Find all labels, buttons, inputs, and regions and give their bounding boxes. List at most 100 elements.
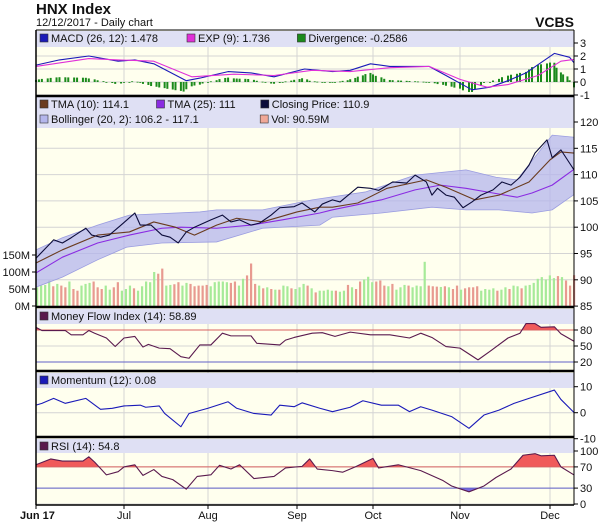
- volume-bar: [157, 273, 160, 306]
- volume-bar: [270, 289, 273, 306]
- volume-bar: [472, 287, 475, 306]
- volume-bar: [496, 290, 499, 306]
- divergence-bar: [380, 77, 383, 82]
- divergence-bar: [46, 78, 49, 82]
- volume-bar: [492, 288, 495, 306]
- divergence-bar: [73, 77, 76, 82]
- legend-label: Closing Price: 110.9: [272, 99, 370, 111]
- divergence-bar: [87, 78, 90, 82]
- divergence-bar: [328, 82, 331, 83]
- divergence-bar: [498, 78, 500, 82]
- volume-bar: [431, 286, 434, 306]
- divergence-bar: [462, 82, 464, 91]
- divergence-bar: [555, 67, 558, 82]
- divergence-bar: [174, 82, 177, 91]
- legend-swatch: [156, 99, 165, 109]
- divergence-bar: [397, 80, 400, 82]
- divergence-bar: [474, 82, 476, 89]
- divergence-bar: [428, 82, 431, 83]
- divergence-bar: [131, 81, 134, 83]
- volume-bar: [282, 285, 285, 306]
- y-tick-label: 2: [580, 51, 586, 63]
- x-tick-label: Sep: [287, 510, 307, 522]
- divergence-bar: [354, 77, 357, 82]
- legend-label: RSI (14): 54.8: [51, 441, 119, 453]
- divergence-bar: [450, 82, 453, 87]
- volume-bar: [520, 288, 523, 306]
- x-tick-label: Aug: [198, 510, 218, 522]
- divergence-bar: [298, 79, 301, 82]
- divergence-bar: [182, 82, 185, 92]
- exp-9-line: [35, 58, 575, 88]
- divergence-bar: [163, 82, 166, 89]
- volume-bar: [419, 286, 422, 306]
- x-tick-label: Jul: [117, 510, 131, 522]
- divergence-bar: [141, 82, 144, 84]
- divergence-bar: [339, 81, 342, 83]
- divergence-bar: [190, 82, 193, 87]
- y-tick-label: 115: [580, 143, 598, 155]
- divergence-bar: [546, 63, 548, 82]
- volume-bar: [447, 287, 451, 306]
- volume-bar: [258, 285, 261, 306]
- divergence-bar: [123, 82, 125, 83]
- y-tick-label: 1: [580, 64, 586, 76]
- volume-bar: [221, 281, 224, 306]
- divergence-bar: [346, 80, 349, 82]
- volume-bar: [484, 289, 487, 306]
- mfi-legend-band: [36, 309, 574, 324]
- closing-price-line: [35, 139, 575, 259]
- divergence-bar: [549, 62, 551, 82]
- divergence-bar: [468, 82, 470, 93]
- volume-bar: [60, 285, 63, 306]
- divergence-bar: [235, 78, 238, 82]
- divergence-bar: [136, 81, 139, 83]
- divergence-bar: [501, 77, 503, 82]
- divergence-bar: [84, 77, 87, 82]
- volume-bar: [512, 285, 515, 306]
- divergence-bar: [166, 82, 169, 89]
- volume-bar: [488, 289, 491, 306]
- legend-label: MACD (26, 12): 1.478: [51, 33, 158, 45]
- volume-bar: [439, 286, 442, 306]
- divergence-bar: [405, 80, 408, 82]
- x-tick-label: Dec: [540, 510, 560, 522]
- legend-swatch: [39, 311, 49, 321]
- y-tick-label: 120: [580, 117, 598, 129]
- volume-bar: [153, 272, 156, 306]
- divergence-bar: [207, 82, 209, 83]
- divergence-bar: [341, 80, 344, 82]
- divergence-bar: [422, 81, 425, 83]
- volume-bar: [136, 290, 140, 306]
- divergence-bar: [489, 82, 491, 83]
- y-tick-label: -10: [580, 434, 596, 446]
- volume-bar: [72, 289, 75, 306]
- volume-bar: [302, 283, 305, 306]
- divergence-bar: [37, 79, 40, 82]
- volume-bar: [249, 263, 253, 306]
- divergence-bar: [93, 79, 96, 82]
- volume-bar: [435, 286, 438, 306]
- divergence-bar: [349, 79, 352, 82]
- volume-bar: [330, 290, 333, 306]
- divergence-bar: [273, 82, 276, 84]
- volume-bar: [383, 285, 386, 306]
- divergence-bar: [290, 80, 293, 82]
- volume-bar: [500, 289, 503, 306]
- volume-bar: [403, 284, 406, 306]
- divergence-bar: [356, 76, 359, 82]
- volume-bar: [36, 287, 39, 306]
- divergence-bar: [247, 79, 250, 82]
- volume-bar: [342, 290, 346, 306]
- divergence-bar: [198, 82, 201, 85]
- legend-swatch: [39, 33, 49, 43]
- volume-bar: [411, 287, 414, 306]
- y-tick-label: 0: [580, 77, 586, 89]
- volume-bar: [266, 287, 269, 306]
- volume-bar: [104, 285, 107, 306]
- volume-bar: [399, 287, 402, 306]
- divergence-bar: [388, 79, 391, 82]
- mfi-panel: Money Flow Index (14): 58.89 80 50 20: [35, 305, 592, 371]
- divergence-bar: [270, 82, 273, 84]
- volume-bar: [132, 288, 136, 306]
